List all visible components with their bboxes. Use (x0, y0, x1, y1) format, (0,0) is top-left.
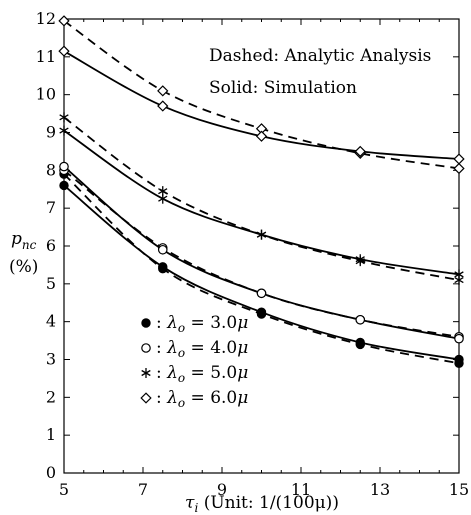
plot-frame (63, 18, 460, 474)
simulation-line (63, 184, 460, 361)
simulation-point (158, 193, 168, 204)
y-tick-label: 7 (46, 198, 56, 217)
legend-marker (140, 392, 152, 404)
simulation-point (256, 288, 267, 299)
analytic-point (58, 15, 70, 27)
simulation-point (256, 229, 267, 240)
legend-marker (141, 318, 151, 328)
x-tick-label: 13 (370, 480, 390, 499)
simulation-point (355, 254, 365, 265)
y-tick-label: 4 (46, 312, 56, 331)
x-tick-label: 15 (449, 480, 469, 499)
simulation-point (454, 333, 464, 344)
legend-marker (141, 368, 151, 378)
y-tick-label: 12 (36, 9, 56, 28)
legend: : λo = 3.0μ : λo = 4.0μ : λo = 5.0μ : λo = … (140, 313, 248, 410)
simulation-point (59, 161, 69, 172)
legend-label: : λo = 3.0μ (156, 313, 248, 335)
legend-item: : λo = 3.0μ (141, 313, 248, 335)
y-axis-label-main: pnc (11, 229, 37, 252)
y-tick-label: 1 (46, 425, 56, 444)
y-tick-label: 6 (46, 236, 56, 255)
x-label-rest: (Unit: 1/(100μ)) (198, 493, 339, 513)
simulation-point (453, 153, 465, 165)
legend-item: : λo = 4.0μ (141, 338, 248, 360)
simulation-line (63, 50, 460, 160)
legend-label: : λo = 4.0μ (156, 338, 248, 360)
analytic-point (59, 112, 69, 123)
simulation-point (158, 262, 168, 272)
simulation-point (354, 145, 366, 158)
x-tick-label: 7 (138, 480, 148, 499)
legend-item: : λo = 5.0μ (141, 363, 248, 385)
y-tick-label: 11 (36, 47, 56, 66)
simulation-point (355, 337, 365, 348)
legend-item: : λo = 6.0μ (140, 388, 248, 410)
x-label-subscript: i (194, 501, 198, 515)
analytic-point (453, 162, 465, 175)
x-tick-label: 9 (217, 480, 227, 499)
analytic-line (63, 173, 460, 365)
y-axis-label-unit: (%) (9, 257, 38, 277)
x-label-symbol: τ (185, 493, 195, 513)
analytic-point (157, 85, 169, 97)
y-tick-label: 8 (46, 160, 56, 179)
simulation-point (157, 100, 169, 112)
simulation-point (454, 269, 464, 280)
annotation-solid: Solid: Simulation (209, 78, 357, 98)
y-tick-label: 3 (46, 350, 56, 369)
simulation-point (59, 180, 69, 191)
series-2 (59, 161, 464, 344)
y-tick-label: 0 (46, 463, 56, 482)
y-label-base: p (11, 229, 22, 249)
y-tick-label: 5 (46, 274, 56, 293)
series-3 (59, 112, 464, 286)
y-axis-label: pnc (%) (9, 229, 38, 277)
y-label-subscript: nc (22, 238, 37, 252)
annotation-dashed: Dashed: Analytic Analysis (209, 46, 431, 66)
series-layer (58, 15, 465, 368)
legend-marker (141, 343, 151, 353)
x-tick-label: 11 (291, 480, 311, 499)
simulation-point (454, 354, 464, 365)
series-1 (59, 169, 464, 368)
series-4 (58, 15, 465, 175)
simulation-point (59, 125, 69, 136)
y-tick-label: 2 (46, 387, 56, 406)
simulation-line (63, 129, 460, 276)
annotations: Dashed: Analytic Analysis Solid: Simulat… (209, 46, 431, 98)
simulation-point (355, 314, 366, 325)
x-axis-label: τi (Unit: 1/(100μ)) (185, 493, 339, 515)
legend-label: : λo = 6.0μ (156, 388, 248, 410)
simulation-point (256, 307, 267, 317)
x-tick-label: 5 (59, 480, 69, 499)
legend-label: : λo = 5.0μ (156, 363, 248, 385)
simulation-point (255, 130, 268, 142)
y-tick-label: 9 (46, 123, 56, 142)
simulation-point (58, 45, 70, 57)
y-tick-label: 10 (36, 85, 56, 104)
simulation-point (157, 244, 168, 255)
